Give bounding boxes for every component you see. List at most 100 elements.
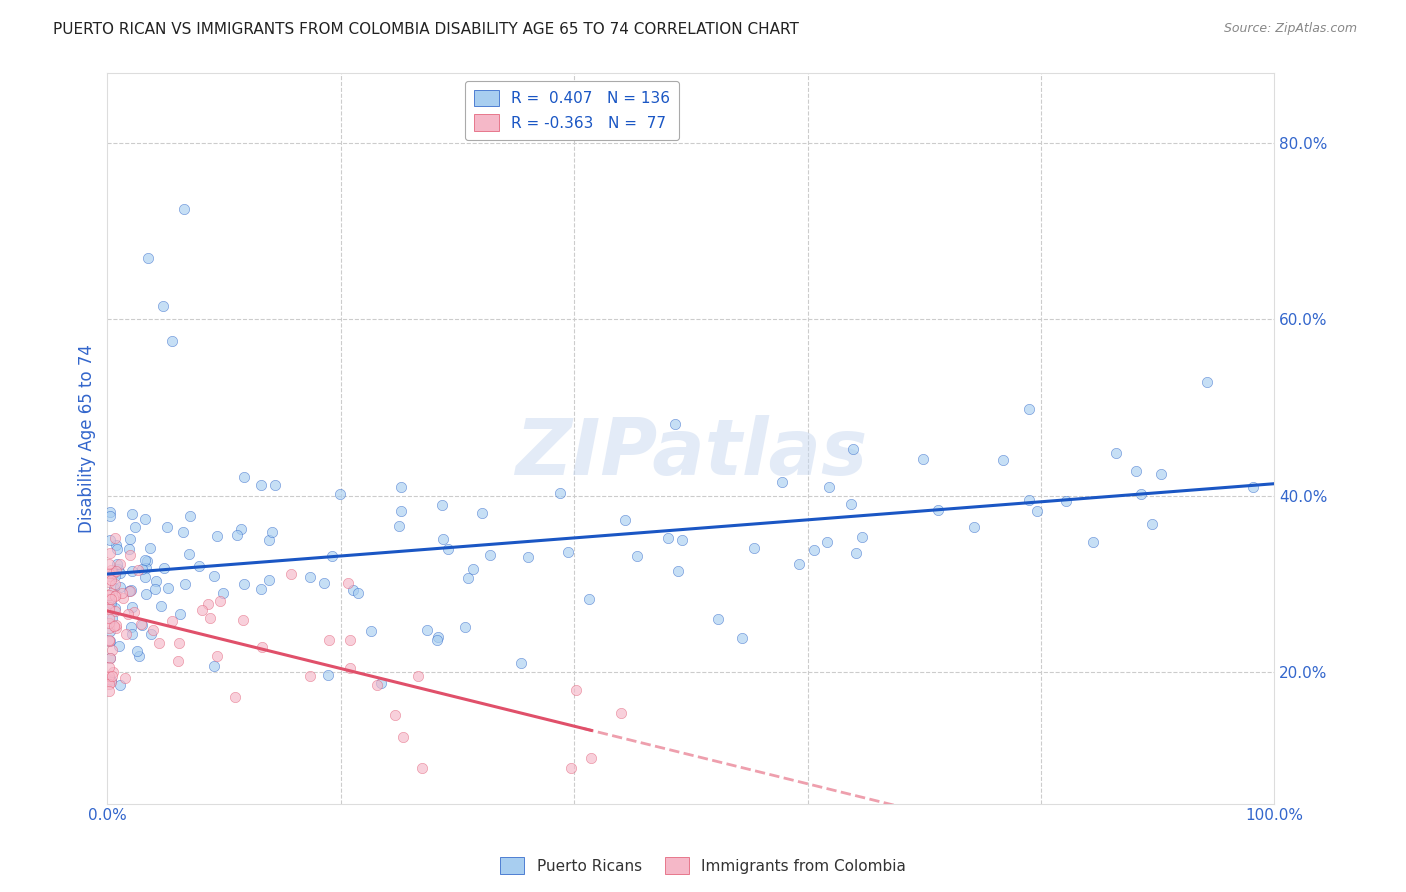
Point <box>101 643 124 657</box>
Point <box>471 506 494 520</box>
Point <box>548 485 571 500</box>
Point <box>105 557 128 571</box>
Point <box>156 520 179 534</box>
Point <box>179 547 201 561</box>
Point <box>108 580 131 594</box>
Point <box>97 592 120 607</box>
Point <box>100 586 122 600</box>
Point <box>389 480 412 494</box>
Point <box>160 614 183 628</box>
Point <box>432 532 454 546</box>
Legend: R =  0.407   N = 136, R = -0.363   N =  77: R = 0.407 N = 136, R = -0.363 N = 77 <box>465 80 679 140</box>
Point <box>787 557 810 571</box>
Point <box>560 761 582 775</box>
Point <box>912 452 935 467</box>
Point <box>136 554 159 568</box>
Point <box>97 633 120 648</box>
Point <box>148 636 170 650</box>
Point <box>98 505 121 519</box>
Point <box>105 618 128 632</box>
Point <box>742 541 765 556</box>
Point <box>97 684 120 698</box>
Point <box>100 596 122 610</box>
Point <box>104 621 127 635</box>
Point <box>339 633 361 648</box>
Point <box>120 583 142 598</box>
Point <box>316 668 339 682</box>
Point <box>202 569 225 583</box>
Point <box>370 676 392 690</box>
Point <box>131 618 153 632</box>
Point <box>208 594 231 608</box>
Point <box>98 533 121 548</box>
Point <box>613 513 636 527</box>
Point <box>115 627 138 641</box>
Point <box>408 669 430 683</box>
Point <box>226 528 249 542</box>
Point <box>97 600 120 615</box>
Point <box>120 583 142 598</box>
Point <box>142 624 165 638</box>
Point <box>565 683 588 698</box>
Point <box>707 612 730 626</box>
Point <box>342 582 364 597</box>
Point <box>97 615 120 630</box>
Point <box>557 544 579 558</box>
Point <box>97 575 120 590</box>
Text: PUERTO RICAN VS IMMIGRANTS FROM COLOMBIA DISABILITY AGE 65 TO 74 CORRELATION CHA: PUERTO RICAN VS IMMIGRANTS FROM COLOMBIA… <box>53 22 799 37</box>
Point <box>100 563 122 577</box>
Point <box>1018 492 1040 507</box>
Point <box>111 586 134 600</box>
Point <box>139 626 162 640</box>
Point <box>179 509 201 524</box>
Point <box>97 611 120 625</box>
Point <box>1018 401 1040 416</box>
Point <box>581 751 603 765</box>
Point <box>160 334 183 349</box>
Point <box>259 574 281 588</box>
Point <box>97 588 120 602</box>
Point <box>143 582 166 596</box>
Point <box>1150 467 1173 482</box>
Point <box>657 531 679 545</box>
Point <box>117 607 139 621</box>
Text: Source: ZipAtlas.com: Source: ZipAtlas.com <box>1223 22 1357 36</box>
Point <box>842 442 865 456</box>
Point <box>1130 487 1153 501</box>
Point <box>384 708 406 723</box>
Point <box>1241 479 1264 493</box>
Point <box>329 487 352 501</box>
Point <box>666 565 689 579</box>
Point <box>232 613 254 627</box>
Point <box>98 546 121 560</box>
Y-axis label: Disability Age 65 to 74: Disability Age 65 to 74 <box>79 343 96 533</box>
Point <box>122 605 145 619</box>
Point <box>803 543 825 558</box>
Point <box>336 575 359 590</box>
Point <box>166 654 188 668</box>
Point <box>1054 494 1077 508</box>
Point <box>436 541 458 556</box>
Point <box>100 573 122 587</box>
Point <box>229 522 252 536</box>
Point <box>98 596 121 610</box>
Point <box>134 553 156 567</box>
Point <box>250 582 273 597</box>
Point <box>578 592 600 607</box>
Point <box>411 761 433 775</box>
Point <box>107 562 129 576</box>
Point <box>250 640 273 655</box>
Point <box>664 417 686 431</box>
Point <box>118 541 141 556</box>
Point <box>100 675 122 690</box>
Point <box>107 640 129 654</box>
Point <box>172 524 194 539</box>
Point <box>136 251 159 265</box>
Point <box>312 575 335 590</box>
Point <box>100 669 122 683</box>
Point <box>1081 535 1104 549</box>
Point <box>103 567 125 582</box>
Point <box>264 478 287 492</box>
Point <box>134 512 156 526</box>
Point <box>121 507 143 521</box>
